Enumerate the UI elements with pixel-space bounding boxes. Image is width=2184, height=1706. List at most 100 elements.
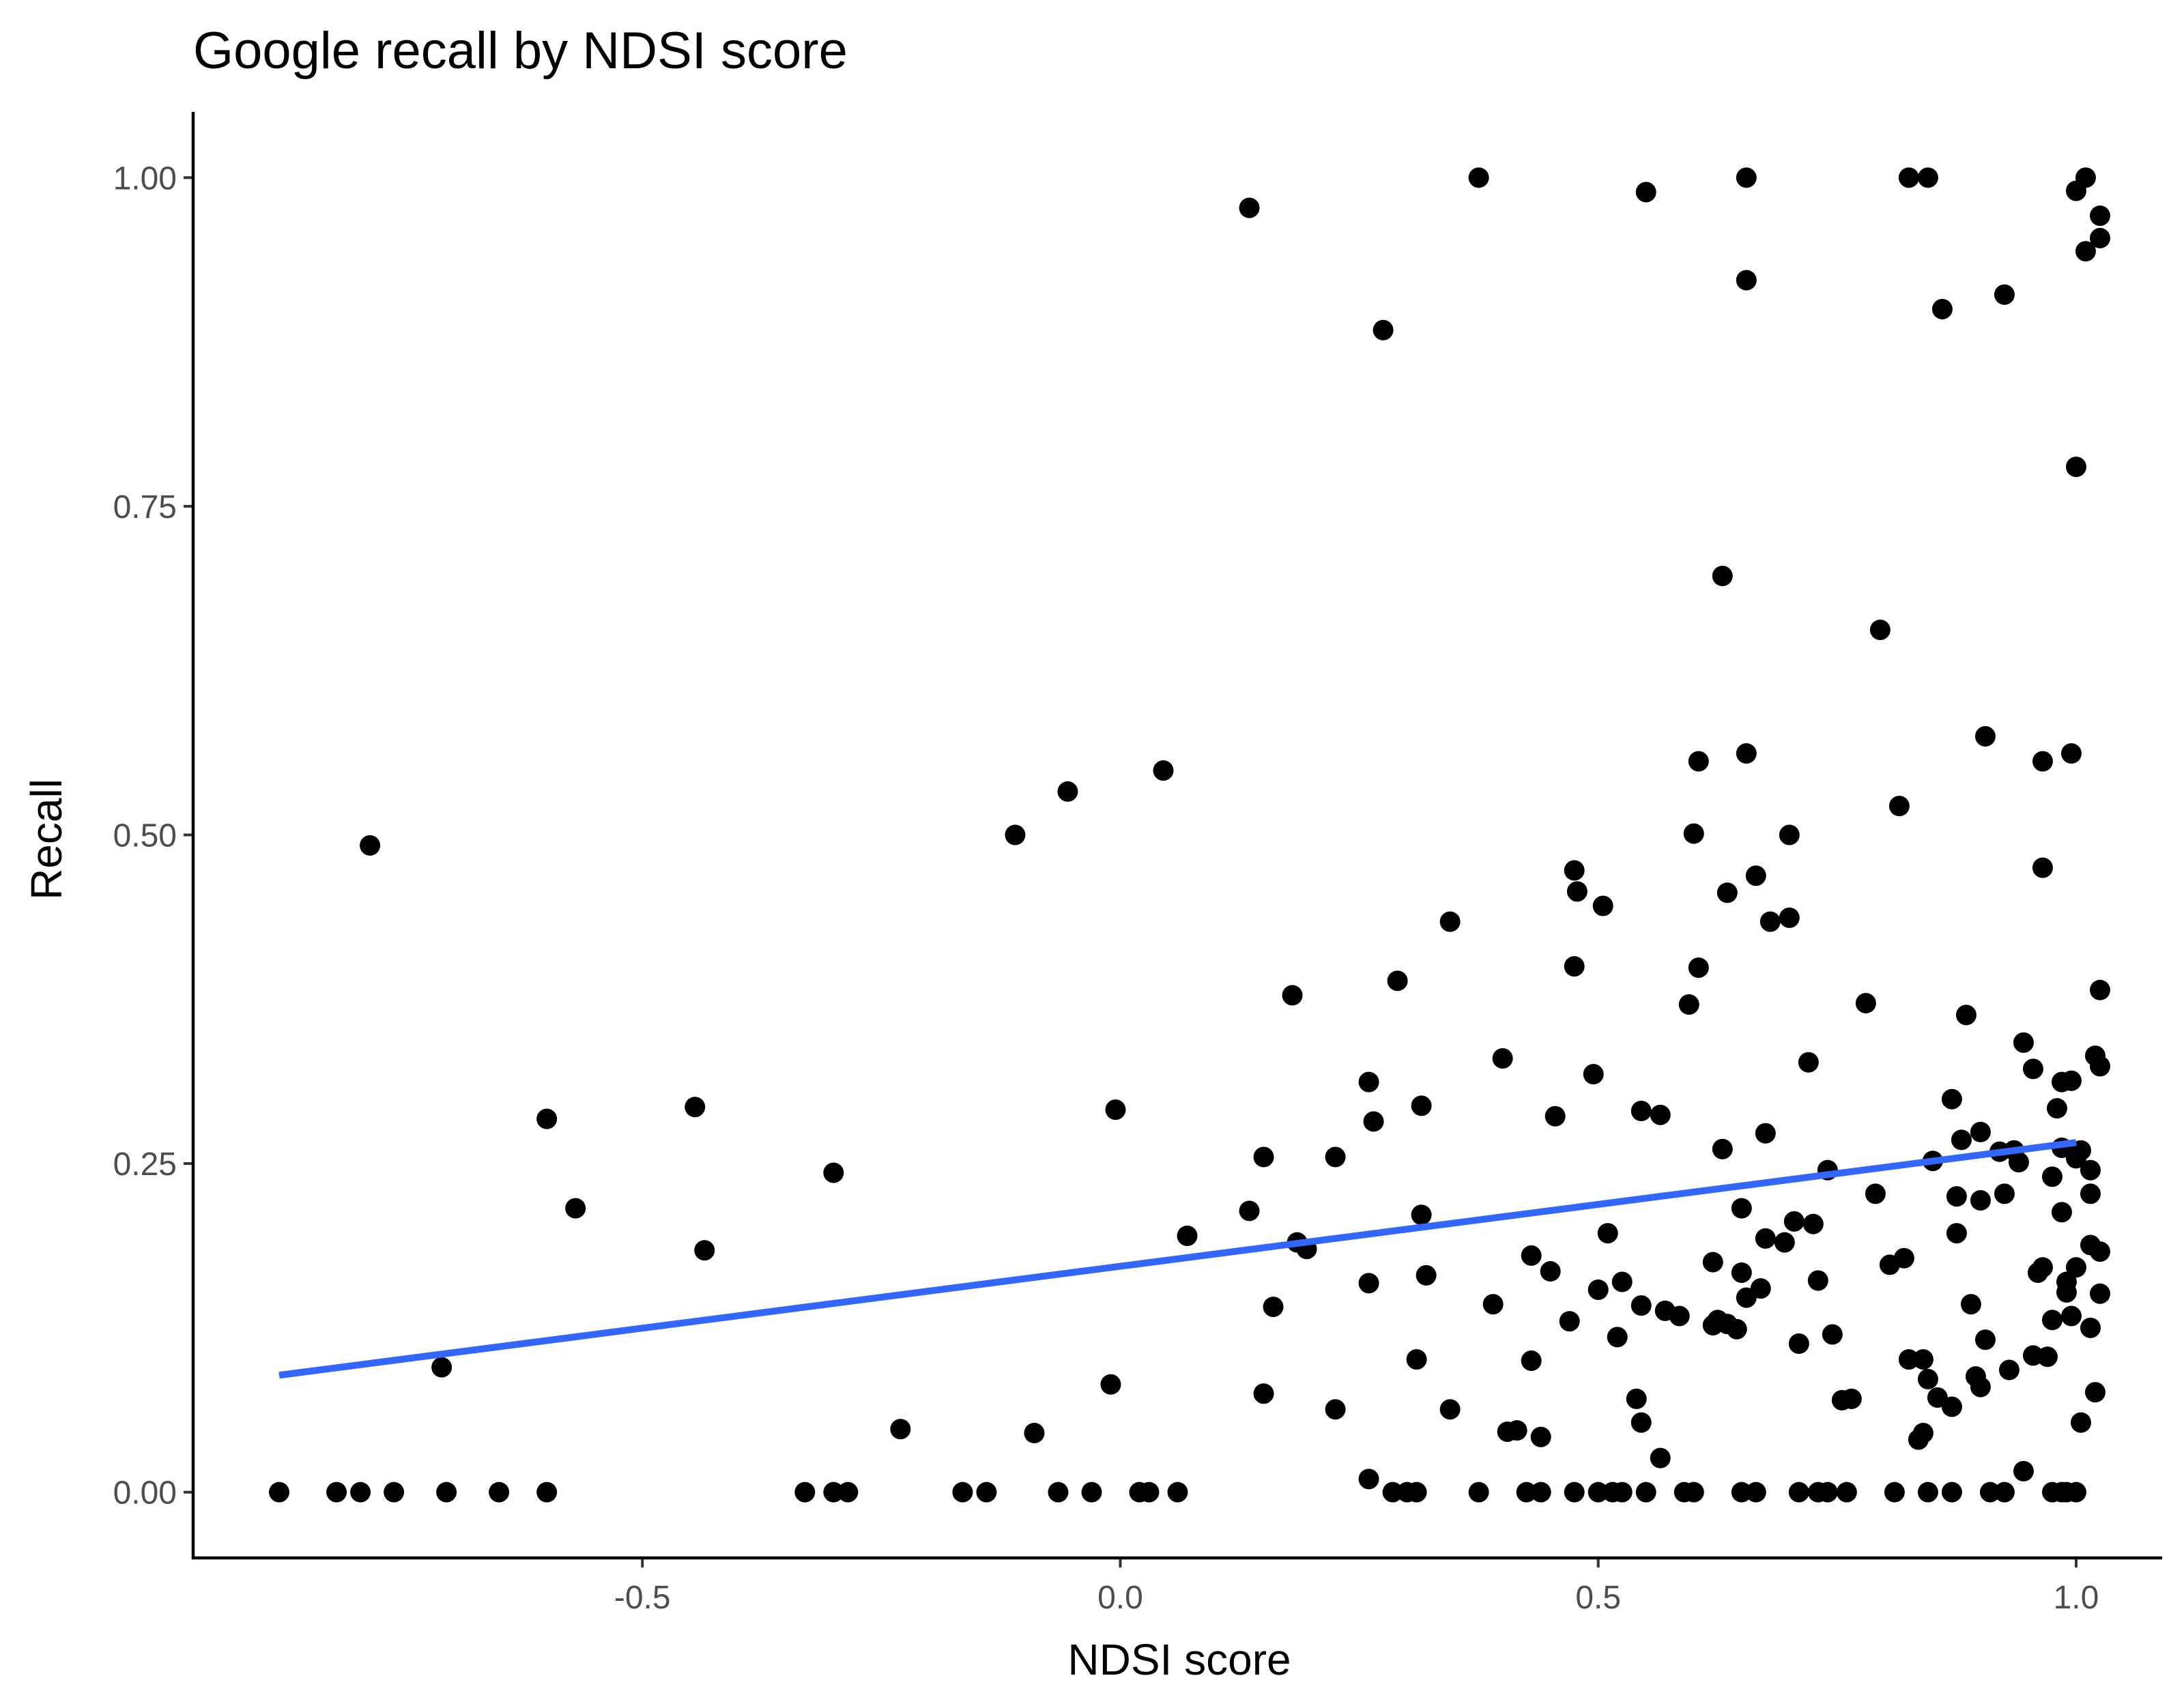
data-point (2065, 457, 2086, 478)
data-point (2008, 1152, 2029, 1173)
data-point (1506, 1420, 1527, 1441)
data-point (1411, 1095, 1432, 1116)
data-point (1884, 1481, 1905, 1503)
data-point (2089, 1241, 2110, 1262)
data-point (1559, 1311, 1580, 1332)
data-point (1960, 1294, 1981, 1315)
data-point (1736, 270, 1757, 291)
data-point (1970, 1121, 1991, 1142)
data-point (1024, 1422, 1045, 1443)
data-point (1822, 1324, 1843, 1345)
data-point (1566, 881, 1587, 902)
data-point (1745, 865, 1766, 886)
data-point (1100, 1374, 1121, 1395)
data-point (2013, 1460, 2034, 1481)
data-point (1807, 1270, 1828, 1291)
data-point (1688, 751, 1709, 772)
data-point (1898, 167, 1919, 188)
data-point (1153, 760, 1174, 781)
data-point (1468, 167, 1489, 188)
data-point (1955, 1004, 1977, 1026)
data-point (2037, 1346, 2058, 1368)
data-point (1592, 895, 1613, 916)
data-point (1587, 1280, 1609, 1301)
data-point (2084, 1382, 2106, 1403)
data-point (837, 1481, 859, 1503)
data-point (1530, 1481, 1551, 1503)
data-point (1439, 1399, 1461, 1420)
data-point (1468, 1481, 1489, 1503)
data-point (1382, 1481, 1403, 1503)
data-point (1726, 1318, 1747, 1340)
data-point (1788, 1333, 1809, 1355)
data-point (1669, 1305, 1690, 1327)
data-point (1888, 796, 1910, 817)
data-point (1630, 1101, 1652, 1122)
data-point (1406, 1481, 1427, 1503)
data-point (2022, 1058, 2043, 1080)
data-point (1946, 1186, 1967, 1207)
data-point (1325, 1399, 1346, 1420)
data-point (1611, 1481, 1633, 1503)
data-point (1798, 1052, 1819, 1073)
data-point (2075, 241, 2096, 262)
data-point (2089, 1056, 2110, 1077)
data-point (1005, 824, 1026, 845)
chart-title: Google recall by NDSI score (193, 22, 848, 80)
data-point (1731, 1481, 1752, 1503)
data-point (1779, 824, 1800, 845)
data-point (823, 1162, 844, 1183)
data-point (1855, 993, 1876, 1014)
data-point (1358, 1469, 1379, 1490)
data-point (1970, 1190, 1991, 1211)
data-point (1363, 1111, 1384, 1132)
data-point (1587, 1481, 1609, 1503)
data-point (1516, 1481, 1537, 1503)
data-point (1635, 182, 1656, 203)
data-point (1358, 1071, 1379, 1093)
data-point (1540, 1261, 1561, 1282)
data-point (1994, 1183, 2015, 1204)
x-axis-ticks: -0.5 0.0 0.5 1.0 (614, 1558, 2099, 1616)
data-point (1678, 994, 1699, 1015)
data-point (1492, 1047, 1513, 1069)
data-point (685, 1097, 706, 1118)
y-tick-label: 1.00 (113, 160, 177, 197)
data-point (794, 1481, 816, 1503)
data-point (1755, 1123, 1776, 1144)
data-point (1439, 911, 1461, 932)
data-point (565, 1198, 586, 1219)
data-point (1239, 197, 1260, 218)
data-point (2089, 979, 2110, 1000)
data-point (1607, 1327, 1628, 1348)
data-point (1979, 1481, 2000, 1503)
data-point (1893, 1247, 1914, 1269)
data-point (1138, 1481, 1160, 1503)
data-point (1325, 1146, 1346, 1168)
data-point (384, 1481, 405, 1503)
data-point (1683, 823, 1704, 844)
data-point (890, 1419, 911, 1440)
data-point (1974, 726, 1996, 747)
data-points (269, 167, 2110, 1503)
data-point (1521, 1245, 1542, 1266)
data-point (2056, 1271, 2077, 1292)
data-point (2051, 1202, 2072, 1223)
data-point (1865, 1183, 1886, 1204)
data-point (823, 1481, 844, 1503)
data-point (1941, 1088, 1962, 1110)
data-point (1869, 619, 1891, 640)
data-point (1521, 1350, 1542, 1372)
data-point (976, 1481, 997, 1503)
data-point (2065, 1481, 2086, 1503)
data-point (1917, 167, 1938, 188)
data-point (2032, 857, 2053, 878)
data-point (1951, 1129, 1972, 1151)
data-point (2041, 1166, 2063, 1187)
data-point (1387, 970, 1408, 992)
data-point (2041, 1310, 2063, 1331)
data-point (1167, 1481, 1188, 1503)
data-point (1788, 1481, 1809, 1503)
data-point (1650, 1447, 1671, 1469)
